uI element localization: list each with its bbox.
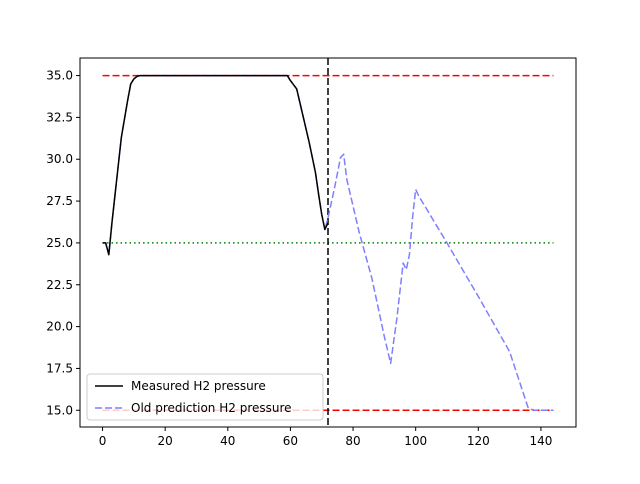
x-tick-label: 140	[529, 434, 552, 448]
series-line-measured-h2-pressure	[102, 74, 329, 256]
legend-label: Measured H2 pressure	[131, 379, 266, 393]
series-line-old-prediction-h2-pressure	[102, 74, 554, 412]
y-tick-label: 25.0	[46, 236, 73, 250]
x-tick-label: 100	[404, 434, 427, 448]
legend-box	[86, 373, 324, 421]
series-lines	[102, 74, 554, 412]
y-tick-label: 27.5	[46, 194, 73, 208]
x-tick-label: 80	[345, 434, 360, 448]
y-tick-label: 32.5	[46, 110, 73, 124]
legend: Measured H2 pressure Old prediction H2 pr…	[86, 373, 324, 421]
legend-label: Old prediction H2 pressure	[131, 401, 292, 415]
y-tick-label: 20.0	[46, 320, 73, 334]
y-tick-label: 30.0	[46, 152, 73, 166]
x-tick-label: 20	[158, 434, 173, 448]
x-tick-label: 40	[220, 434, 235, 448]
y-tick-label: 17.5	[46, 361, 73, 375]
y-axis: 15.0 17.5 20.0 22.5 25.0 27.5 30.0 32.5 35.0	[46, 69, 80, 417]
x-tick-label: 120	[467, 434, 490, 448]
y-tick-label: 15.0	[46, 403, 73, 417]
y-tick-label: 35.0	[46, 69, 73, 83]
x-tick-label: 0	[99, 434, 107, 448]
x-axis: 0 20 40 60 80 100 120 140	[99, 427, 552, 448]
x-tick-label: 60	[283, 434, 298, 448]
y-tick-label: 22.5	[46, 278, 73, 292]
